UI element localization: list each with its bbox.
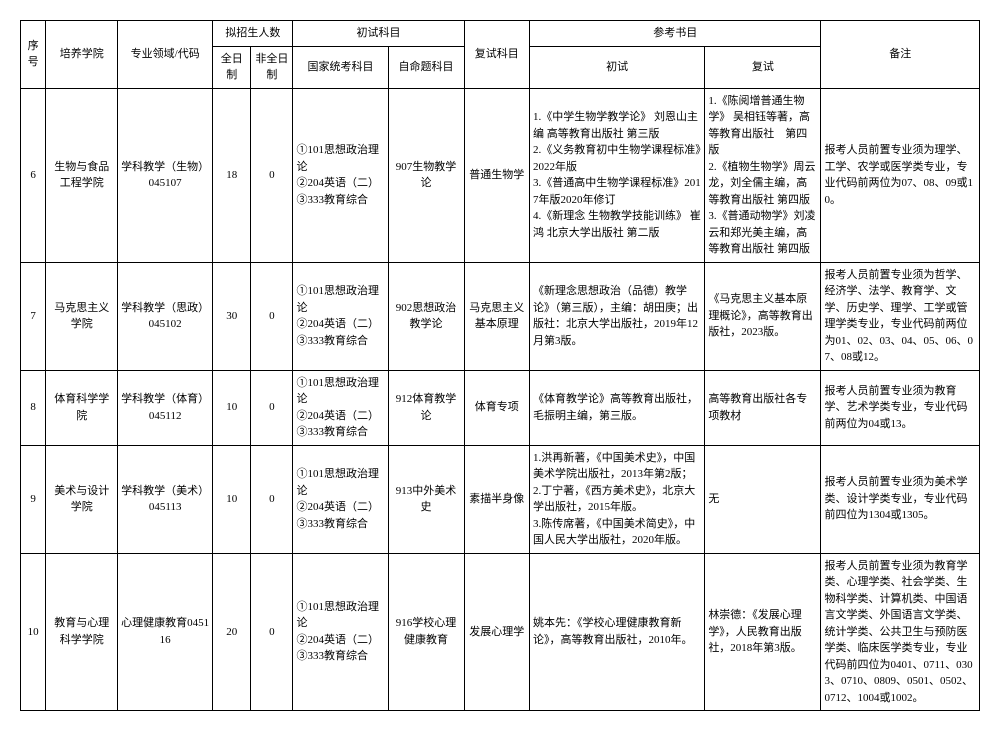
- cell-major: 学科教学（美术）045113: [118, 445, 213, 553]
- header-retest: 复试科目: [464, 21, 529, 89]
- cell-retest: 发展心理学: [464, 553, 529, 711]
- cell-institute: 体育科学学院: [46, 370, 118, 445]
- header-ref-group: 参考书目: [530, 21, 821, 47]
- cell-exam-national: ①101思想政治理论②204英语（二）③333教育综合: [293, 88, 388, 262]
- cell-institute: 美术与设计学院: [46, 445, 118, 553]
- cell-ref-retest: 《马克思主义基本原理概论》，高等教育出版社，2023版。: [705, 262, 821, 370]
- cell-exam-self: 916学校心理健康教育: [388, 553, 464, 711]
- cell-ref-retest: 林崇德：《发展心理学》，人民教育出版社，2018年第3版。: [705, 553, 821, 711]
- cell-fulltime: 10: [213, 445, 251, 553]
- cell-institute: 马克思主义学院: [46, 262, 118, 370]
- cell-note: 报考人员前置专业须为教育学、艺术学类专业，专业代码前两位为04或13。: [821, 370, 980, 445]
- cell-ref-prelim: 1.《中学生物学教学论》 刘恩山主编 高等教育出版社 第三版2.《义务教育初中生…: [530, 88, 705, 262]
- cell-ref-prelim: 1.洪再新著，《中国美术史》，中国美术学院出版社，2013年第2版；2.丁宁著，…: [530, 445, 705, 553]
- cell-exam-national: ①101思想政治理论②204英语（二）③333教育综合: [293, 262, 388, 370]
- cell-ref-prelim: 姚本先：《学校心理健康教育新论》，高等教育出版社，2010年。: [530, 553, 705, 711]
- cell-retest: 体育专项: [464, 370, 529, 445]
- cell-exam-self: 902思想政治教学论: [388, 262, 464, 370]
- cell-exam-self: 912体育教学论: [388, 370, 464, 445]
- cell-major: 心理健康教育045116: [118, 553, 213, 711]
- cell-parttime: 0: [251, 553, 293, 711]
- header-exam-self: 自命题科目: [388, 46, 464, 88]
- table-row: 7马克思主义学院学科教学（思政）045102300①101思想政治理论②204英…: [21, 262, 980, 370]
- header-parttime: 非全日制: [251, 46, 293, 88]
- header-note: 备注: [821, 21, 980, 89]
- cell-institute: 生物与食品工程学院: [46, 88, 118, 262]
- cell-seq: 8: [21, 370, 46, 445]
- header-exam-national: 国家统考科目: [293, 46, 388, 88]
- cell-parttime: 0: [251, 445, 293, 553]
- cell-note: 报考人员前置专业须为教育学类、心理学类、社会学类、生物科学类、计算机类、中国语言…: [821, 553, 980, 711]
- cell-seq: 10: [21, 553, 46, 711]
- cell-fulltime: 18: [213, 88, 251, 262]
- cell-parttime: 0: [251, 370, 293, 445]
- cell-exam-self: 913中外美术史: [388, 445, 464, 553]
- cell-ref-retest: 1.《陈阅增普通生物学》 吴相钰等著，高等教育出版社 第四版2.《植物生物学》周…: [705, 88, 821, 262]
- cell-exam-self: 907生物教学论: [388, 88, 464, 262]
- cell-retest: 素描半身像: [464, 445, 529, 553]
- cell-seq: 7: [21, 262, 46, 370]
- header-seq: 序号: [21, 21, 46, 89]
- table-row: 6生物与食品工程学院学科教学（生物）045107180①101思想政治理论②20…: [21, 88, 980, 262]
- cell-note: 报考人员前置专业须为美术学类、设计学类专业，专业代码前四位为1304或1305。: [821, 445, 980, 553]
- header-institute: 培养学院: [46, 21, 118, 89]
- cell-fulltime: 30: [213, 262, 251, 370]
- cell-seq: 6: [21, 88, 46, 262]
- cell-major: 学科教学（思政）045102: [118, 262, 213, 370]
- cell-retest: 马克思主义基本原理: [464, 262, 529, 370]
- header-prelim-group: 初试科目: [293, 21, 464, 47]
- cell-institute: 教育与心理科学学院: [46, 553, 118, 711]
- cell-major: 学科教学（体育）045112: [118, 370, 213, 445]
- cell-ref-retest: 无: [705, 445, 821, 553]
- cell-exam-national: ①101思想政治理论②204英语（二）③333教育综合: [293, 445, 388, 553]
- cell-parttime: 0: [251, 88, 293, 262]
- header-ref-retest: 复试: [705, 46, 821, 88]
- table-row: 8体育科学学院学科教学（体育）045112100①101思想政治理论②204英语…: [21, 370, 980, 445]
- cell-exam-national: ①101思想政治理论②204英语（二）③333教育综合: [293, 553, 388, 711]
- cell-ref-prelim: 《新理念思想政治（品德）教学论》（第三版），主编：胡田庚；出版社：北京大学出版社…: [530, 262, 705, 370]
- cell-fulltime: 20: [213, 553, 251, 711]
- table-row: 10教育与心理科学学院心理健康教育045116200①101思想政治理论②204…: [21, 553, 980, 711]
- admissions-table: 序号 培养学院 专业领域/代码 拟招生人数 初试科目 复试科目 参考书目 备注 …: [20, 20, 980, 711]
- cell-parttime: 0: [251, 262, 293, 370]
- header-major: 专业领域/代码: [118, 21, 213, 89]
- cell-ref-prelim: 《体育教学论》高等教育出版社，毛振明主编，第三版。: [530, 370, 705, 445]
- cell-fulltime: 10: [213, 370, 251, 445]
- cell-retest: 普通生物学: [464, 88, 529, 262]
- cell-note: 报考人员前置专业须为哲学、经济学、法学、教育学、文学、历史学、理学、工学或管理学…: [821, 262, 980, 370]
- header-fulltime: 全日制: [213, 46, 251, 88]
- cell-exam-national: ①101思想政治理论②204英语（二）③333教育综合: [293, 370, 388, 445]
- table-row: 9美术与设计学院学科教学（美术）045113100①101思想政治理论②204英…: [21, 445, 980, 553]
- cell-major: 学科教学（生物）045107: [118, 88, 213, 262]
- cell-seq: 9: [21, 445, 46, 553]
- header-enroll-group: 拟招生人数: [213, 21, 293, 47]
- header-ref-prelim: 初试: [530, 46, 705, 88]
- cell-ref-retest: 高等教育出版社各专项教材: [705, 370, 821, 445]
- cell-note: 报考人员前置专业须为理学、工学、农学或医学类专业，专业代码前两位为07、08、0…: [821, 88, 980, 262]
